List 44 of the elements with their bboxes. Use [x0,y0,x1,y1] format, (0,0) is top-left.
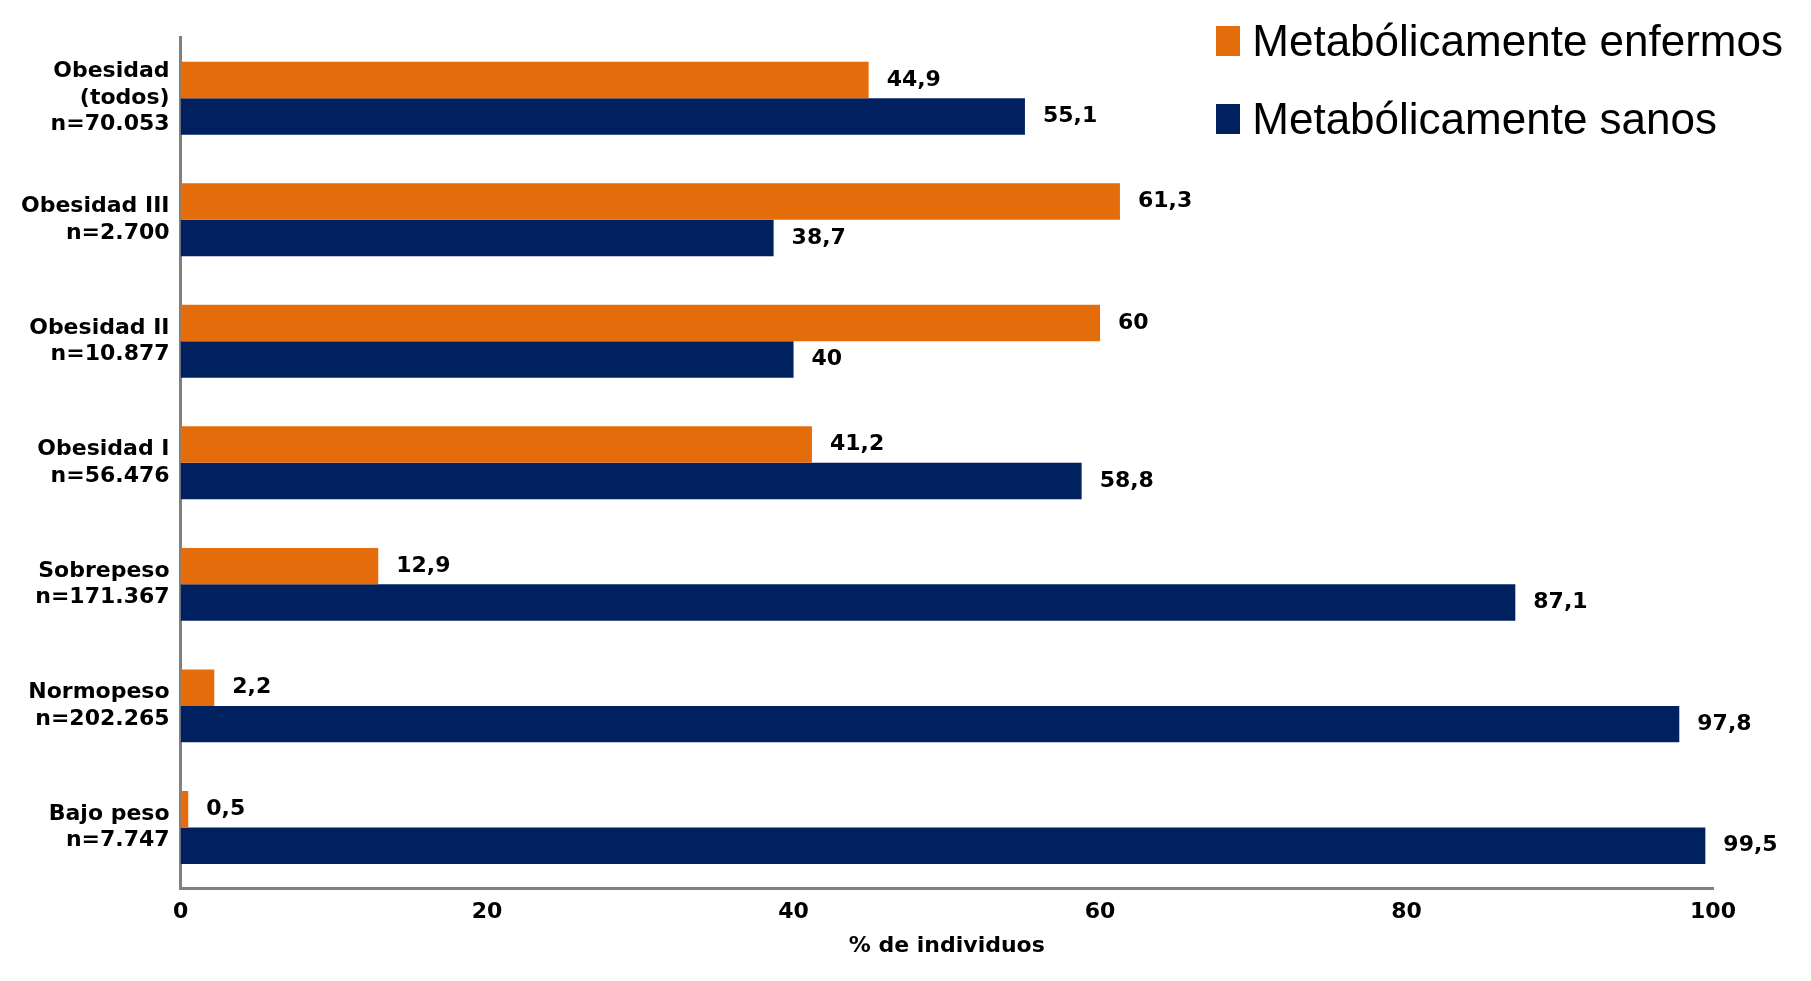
bar [180,547,379,585]
x-axis-title: % de individuos [848,931,1045,957]
data-label: 60 [1118,308,1149,334]
x-tick-label: 0 [172,898,189,924]
data-label: 58,8 [1099,466,1154,492]
bar [180,183,1120,220]
data-label: 97,8 [1697,709,1752,735]
data-label: 0,5 [206,794,246,820]
bar [180,341,794,378]
bar [180,827,1706,864]
bar [180,462,1082,500]
data-label: 40 [811,345,843,371]
y-tick-label: Normopeso n=202.265 [28,678,170,730]
y-tick-label: Obesidad III n=2.700 [20,192,170,244]
x-tick-label: 40 [778,898,809,924]
data-label: 41,2 [829,430,885,456]
bar [180,98,1025,135]
x-tick-label: 60 [1084,898,1116,924]
legend-label: Metabólicamente enfermos [1252,16,1783,66]
bar [180,219,774,257]
bar [180,426,812,463]
x-tick-label: 100 [1690,898,1736,924]
data-label: 99,5 [1723,831,1778,857]
data-label: 44,9 [886,65,941,91]
y-tick-label: Obesidad I n=56.476 [37,435,170,487]
bar [180,304,1101,342]
bar [180,705,1680,743]
x-tick-label: 80 [1391,898,1422,924]
bar [180,61,869,99]
bar [180,790,189,828]
y-tick-label: Bajo peso n=7.747 [48,799,170,852]
data-label: 38,7 [791,223,846,249]
data-label: 61,3 [1137,187,1193,213]
bar [180,584,1516,621]
data-label: 12,9 [396,551,451,577]
x-tick-label: 20 [471,898,503,924]
data-label: 2,2 [232,673,272,699]
bar [180,669,215,706]
data-label: 87,1 [1533,588,1588,614]
y-tick-label: Obesidad II n=10.877 [29,313,170,366]
y-tick-label: Obesidad (todos) n=70.053 [50,57,170,136]
data-label: 55,1 [1042,102,1098,128]
y-tick-label: Sobrepeso n=171.367 [35,556,170,609]
legend-label: Metabólicamente sanos [1252,94,1717,144]
